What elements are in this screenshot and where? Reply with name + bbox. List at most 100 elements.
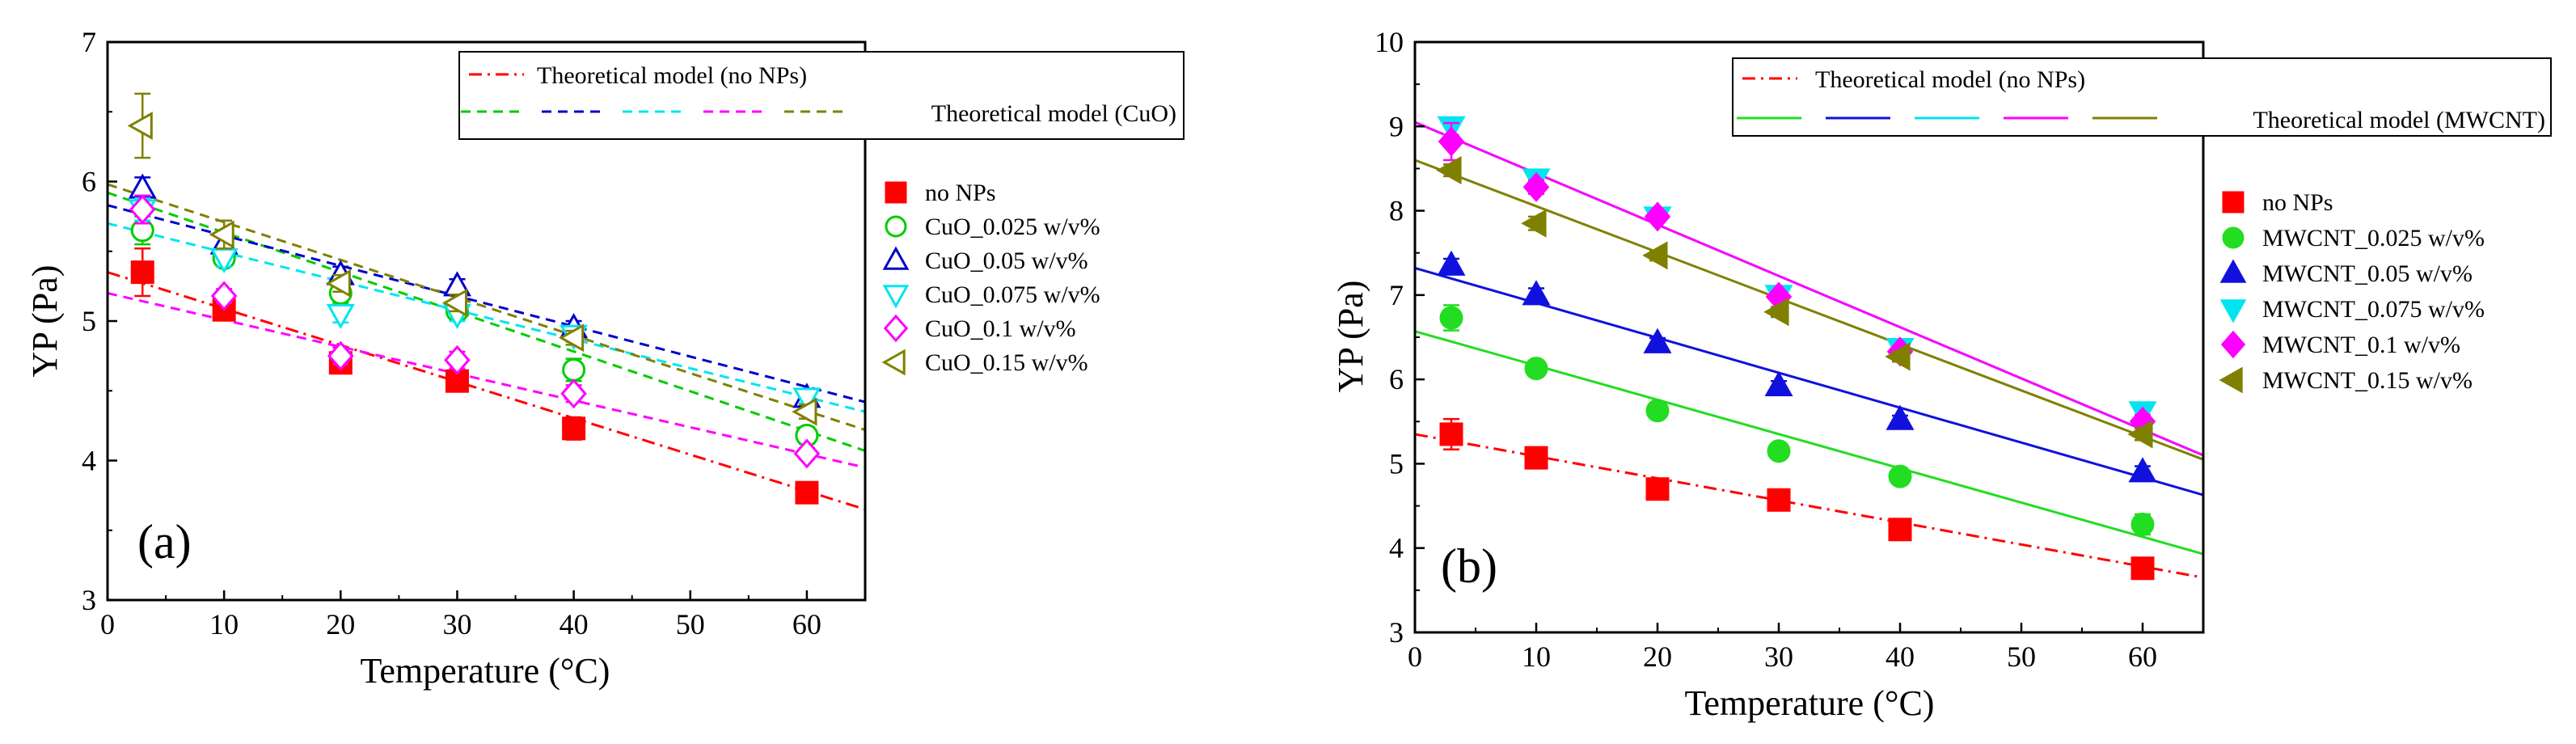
data-point xyxy=(326,303,355,330)
legend-series-label: MWCNT_0.025 w/v% xyxy=(2262,225,2485,252)
x-tick-label: 0 xyxy=(100,608,115,640)
data-point xyxy=(444,345,471,375)
data-point xyxy=(441,289,468,318)
legend-marker xyxy=(2222,226,2244,249)
x-tick-label: 40 xyxy=(560,608,589,640)
data-point xyxy=(562,357,586,382)
x-axis-label-a: Temperature (°C) xyxy=(361,651,610,691)
data-points-a xyxy=(127,92,821,505)
legend-marker xyxy=(2219,366,2243,394)
y-ticks-a: 3 4 5 6 7 xyxy=(82,26,117,616)
y-tick-label: 7 xyxy=(82,26,96,58)
data-point xyxy=(327,340,354,371)
data-point xyxy=(1645,399,1670,423)
data-point xyxy=(1522,280,1551,306)
legend-marker xyxy=(885,181,907,204)
legend-series-label: CuO_0.075 w/v% xyxy=(925,281,1100,308)
legend-series-label: no NPs xyxy=(2262,189,2333,216)
data-point xyxy=(792,397,817,426)
data-point xyxy=(1522,171,1550,202)
y-tick-label: 10 xyxy=(1375,26,1404,58)
data-point xyxy=(1643,328,1672,353)
y-tick-label: 6 xyxy=(1389,363,1404,395)
data-point xyxy=(1436,156,1462,185)
data-point xyxy=(795,480,819,505)
data-point xyxy=(2130,556,2155,581)
legend-series-label: MWCNT_0.05 w/v% xyxy=(2262,260,2473,287)
line-legend-a: Theoretical model (no NPs) Theoretical m… xyxy=(458,51,1185,140)
chart-b: Theoretical model (no NPs) Theoretical m… xyxy=(1331,26,2552,723)
x-tick-label: 20 xyxy=(1643,640,1672,673)
data-point xyxy=(1521,209,1547,238)
y-axis-label-a: YP (Pa) xyxy=(25,265,65,378)
y-tick-label: 9 xyxy=(1389,110,1404,142)
y-tick-label: 8 xyxy=(1389,195,1404,227)
x-ticks-b: 0 10 20 30 40 50 60 xyxy=(1408,623,2157,673)
data-point xyxy=(1763,298,1789,327)
panel-label-a: (a) xyxy=(137,515,192,569)
legend-marker xyxy=(883,314,909,343)
data-point xyxy=(1438,126,1465,157)
y-tick-label: 3 xyxy=(82,584,96,616)
y-tick-label: 4 xyxy=(1389,532,1404,564)
data-point xyxy=(1644,201,1671,232)
data-point xyxy=(1645,477,1670,501)
data-point xyxy=(792,387,821,413)
data-point xyxy=(129,194,156,225)
data-point xyxy=(1524,446,1548,470)
y-tick-label: 4 xyxy=(82,445,96,477)
x-axis-label-b: Temperature (°C) xyxy=(1685,683,1935,723)
y-tick-label: 3 xyxy=(1389,616,1404,649)
y-tick-label: 7 xyxy=(1389,279,1404,311)
symbol-legend-a: no NPs CuO_0.025 w/v% CuO_0.05 w/v% CuO_0.0… xyxy=(881,180,1100,376)
data-point xyxy=(209,220,234,249)
legend-theoretical-mwcnt-b: Theoretical model (MWCNT) xyxy=(2253,107,2545,133)
data-point xyxy=(2128,457,2157,483)
data-point xyxy=(1888,464,1912,488)
data-point xyxy=(130,260,154,285)
legend-marker xyxy=(2220,330,2246,359)
legend-series-label: CuO_0.05 w/v% xyxy=(925,247,1088,274)
data-point xyxy=(1767,439,1791,463)
data-point xyxy=(1888,518,1912,542)
data-point xyxy=(793,438,821,469)
x-tick-label: 50 xyxy=(2007,640,2036,673)
data-point xyxy=(558,323,585,353)
legend-marker xyxy=(882,285,910,309)
legend-theoretical-no-nps-a: Theoretical model (no NPs) xyxy=(537,62,807,89)
data-point xyxy=(1437,250,1466,276)
data-point xyxy=(1886,404,1915,430)
x-tick-label: 20 xyxy=(326,608,355,640)
legend-series-label: MWCNT_0.15 w/v% xyxy=(2262,367,2473,394)
legend-series-label: CuO_0.15 w/v% xyxy=(925,349,1088,376)
line-legend-b: Theoretical model (no NPs) Theoretical m… xyxy=(1732,57,2552,137)
model-line-b-2 xyxy=(1414,267,2204,497)
data-point xyxy=(560,378,587,409)
chart-a: Theoretical model (no NPs) Theoretical m… xyxy=(25,26,1185,691)
data-point xyxy=(1767,488,1791,512)
data-point xyxy=(562,416,586,441)
legend-series-label: CuO_0.025 w/v% xyxy=(925,213,1100,240)
model-line-a-4 xyxy=(107,292,866,469)
data-point xyxy=(210,281,238,311)
x-tick-label: 40 xyxy=(1886,640,1915,673)
data-point xyxy=(1439,306,1463,330)
legend-theoretical-no-nps-b: Theoretical model (no NPs) xyxy=(1815,66,2085,93)
x-tick-label: 60 xyxy=(2128,640,2157,673)
y-axis-label-b: YP (Pa) xyxy=(1331,281,1370,393)
y-tick-label: 6 xyxy=(82,166,96,198)
legend-marker xyxy=(881,349,906,376)
data-point xyxy=(2130,513,2155,537)
x-tick-label: 50 xyxy=(676,608,705,640)
data-point xyxy=(2127,420,2153,449)
x-tick-label: 30 xyxy=(1764,640,1793,673)
legend-marker xyxy=(882,246,910,270)
data-point xyxy=(1885,342,1911,371)
x-ticks-a: 0 10 20 30 40 50 60 xyxy=(100,590,821,640)
data-point xyxy=(1439,422,1463,446)
data-point xyxy=(127,111,153,141)
symbol-legend-b: no NPs MWCNT_0.025 w/v% MWCNT_0.05 w/v% MWC… xyxy=(2219,189,2485,394)
y-tick-label: 5 xyxy=(82,305,96,337)
y-ticks-b: 3 4 5 6 7 8 9 10 xyxy=(1375,26,1425,649)
